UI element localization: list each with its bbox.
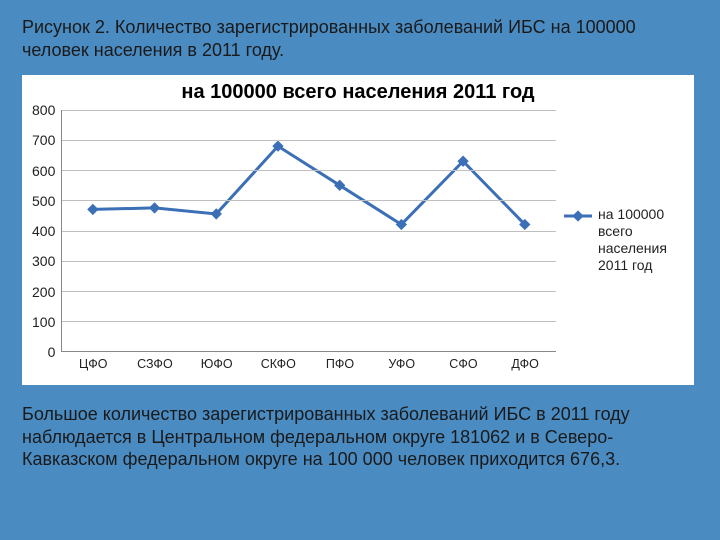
x-tick-label: УФО (371, 357, 433, 371)
x-tick-label: ЮФО (186, 357, 248, 371)
legend-item: на 100000 всего населения 2011 год (564, 206, 686, 273)
x-tick-label: СЗФО (124, 357, 186, 371)
series-line (93, 146, 525, 224)
diamond-icon (564, 210, 592, 222)
x-tick-label: ПФО (309, 357, 371, 371)
y-axis: 8007006005004003002001000 (30, 110, 61, 370)
grid-line (62, 110, 556, 111)
grid-line (62, 261, 556, 262)
x-tick-label: ЦФО (62, 357, 124, 371)
grid-line (62, 200, 556, 201)
legend: на 100000 всего населения 2011 год (556, 110, 686, 370)
x-axis: ЦФОСЗФОЮФОСКФОПФОУФОСФОДФО (62, 357, 556, 371)
grid-line (62, 231, 556, 232)
legend-label: на 100000 всего населения 2011 год (598, 206, 686, 273)
grid-line (62, 140, 556, 141)
grid-line (62, 291, 556, 292)
chart-card: на 100000 всего населения 2011 год 80070… (22, 75, 694, 385)
grid-line (62, 170, 556, 171)
x-tick-label: СКФО (247, 357, 309, 371)
series-marker (88, 204, 99, 215)
slide: Рисунок 2. Количество зарегистрированных… (0, 0, 720, 540)
chart-body: 8007006005004003002001000 ЦФОСЗФОЮФОСКФО… (30, 110, 686, 370)
x-tick-label: СФО (433, 357, 495, 371)
plot-wrap: 8007006005004003002001000 ЦФОСЗФОЮФОСКФО… (30, 110, 556, 370)
series-marker (149, 202, 160, 213)
figure-caption-top: Рисунок 2. Количество зарегистрированных… (22, 16, 692, 61)
x-tick-label: ДФО (494, 357, 556, 371)
grid-line (62, 321, 556, 322)
figure-caption-bottom: Большое количество зарегистрированных за… (22, 403, 692, 471)
chart-title: на 100000 всего населения 2011 год (30, 81, 686, 104)
plot-area: ЦФОСЗФОЮФОСКФОПФОУФОСФОДФО (61, 110, 556, 352)
